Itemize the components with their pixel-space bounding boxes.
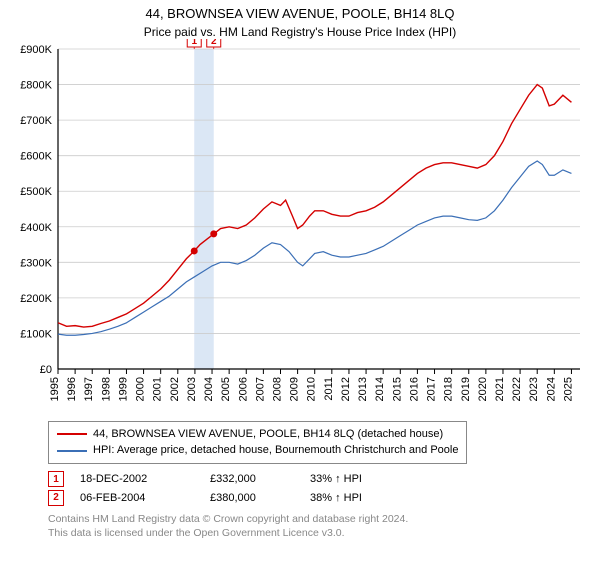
legend-row-series1: 44, BROWNSEA VIEW AVENUE, POOLE, BH14 8L…: [57, 426, 458, 443]
svg-text:1999: 1999: [117, 377, 129, 401]
sale-date-2: 06-FEB-2004: [80, 489, 210, 508]
svg-text:2017: 2017: [426, 377, 438, 401]
svg-text:2006: 2006: [237, 377, 249, 401]
svg-text:2013: 2013: [357, 377, 369, 401]
svg-text:£500K: £500K: [20, 186, 52, 198]
sale-marker-1: 1: [48, 471, 64, 487]
svg-text:£300K: £300K: [20, 257, 52, 269]
sale-delta-2: 38% ↑ HPI: [310, 489, 430, 508]
svg-text:£400K: £400K: [20, 222, 52, 234]
svg-text:2001: 2001: [152, 377, 164, 401]
svg-text:2: 2: [211, 39, 217, 47]
svg-text:£700K: £700K: [20, 115, 52, 127]
svg-text:2009: 2009: [289, 377, 301, 401]
svg-text:2005: 2005: [220, 377, 232, 401]
line-chart: £0 £100K £200K £300K £400K £500K £600K £700K £80…: [10, 39, 590, 419]
svg-text:2022: 2022: [511, 377, 523, 401]
svg-text:2011: 2011: [323, 377, 335, 401]
legend-swatch-series2: [57, 450, 87, 452]
svg-text:£900K: £900K: [20, 44, 52, 56]
svg-text:2020: 2020: [477, 377, 489, 401]
legend-swatch-series1: [57, 433, 87, 435]
svg-text:2023: 2023: [528, 377, 540, 401]
svg-text:£100K: £100K: [20, 328, 52, 340]
svg-text:£600K: £600K: [20, 151, 52, 163]
svg-text:1998: 1998: [100, 377, 112, 401]
sales-table: 1 18-DEC-2002 £332,000 33% ↑ HPI 2 06-FE…: [48, 470, 600, 507]
svg-text:2000: 2000: [135, 377, 147, 401]
legend-label-series1: 44, BROWNSEA VIEW AVENUE, POOLE, BH14 8L…: [93, 426, 443, 443]
sale-date-1: 18-DEC-2002: [80, 470, 210, 489]
svg-text:1995: 1995: [49, 377, 61, 401]
svg-text:1996: 1996: [66, 377, 78, 401]
svg-text:£200K: £200K: [20, 293, 52, 305]
footer-line2: This data is licensed under the Open Gov…: [48, 527, 600, 541]
svg-text:2003: 2003: [186, 377, 198, 401]
svg-text:1997: 1997: [83, 377, 95, 401]
footer: Contains HM Land Registry data © Crown c…: [48, 513, 600, 540]
svg-text:£0: £0: [40, 364, 52, 376]
svg-text:2025: 2025: [562, 377, 574, 401]
svg-text:2007: 2007: [254, 377, 266, 401]
sale-marker-2: 2: [48, 490, 64, 506]
legend-box: 44, BROWNSEA VIEW AVENUE, POOLE, BH14 8L…: [48, 421, 467, 464]
svg-text:2021: 2021: [494, 377, 506, 401]
svg-text:2016: 2016: [408, 377, 420, 401]
svg-text:2008: 2008: [271, 377, 283, 401]
chart-area: £0 £100K £200K £300K £400K £500K £600K £700K £80…: [10, 39, 590, 419]
chart-title: 44, BROWNSEA VIEW AVENUE, POOLE, BH14 8L…: [0, 6, 600, 23]
legend-row-series2: HPI: Average price, detached house, Bour…: [57, 442, 458, 459]
svg-text:2002: 2002: [169, 377, 181, 401]
svg-text:2004: 2004: [203, 377, 215, 401]
svg-text:1: 1: [191, 39, 197, 47]
sale-delta-1: 33% ↑ HPI: [310, 470, 430, 489]
svg-text:2010: 2010: [306, 377, 318, 401]
legend-label-series2: HPI: Average price, detached house, Bour…: [93, 442, 458, 459]
svg-text:2024: 2024: [545, 377, 557, 401]
sale-price-1: £332,000: [210, 470, 310, 489]
sale-row-1: 1 18-DEC-2002 £332,000 33% ↑ HPI: [48, 470, 600, 489]
svg-text:£800K: £800K: [20, 79, 52, 91]
svg-text:2015: 2015: [391, 377, 403, 401]
svg-text:2019: 2019: [460, 377, 472, 401]
footer-line1: Contains HM Land Registry data © Crown c…: [48, 513, 600, 527]
svg-text:2014: 2014: [374, 377, 386, 401]
svg-text:2012: 2012: [340, 377, 352, 401]
sale-row-2: 2 06-FEB-2004 £380,000 38% ↑ HPI: [48, 489, 600, 508]
chart-subtitle: Price paid vs. HM Land Registry's House …: [0, 25, 600, 39]
svg-text:2018: 2018: [443, 377, 455, 401]
sale-price-2: £380,000: [210, 489, 310, 508]
